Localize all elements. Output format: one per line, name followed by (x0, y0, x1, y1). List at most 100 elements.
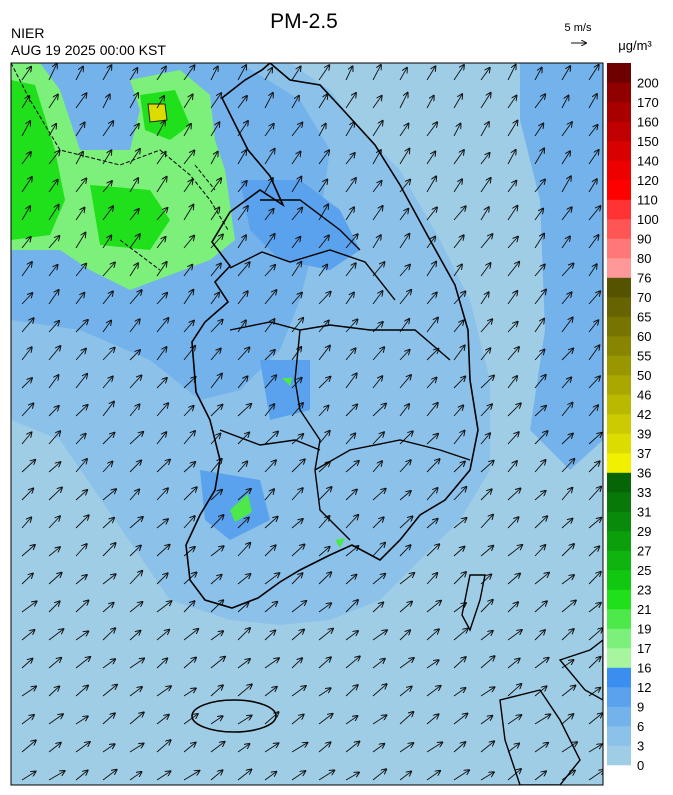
wind-arrow (210, 67, 218, 81)
field-patch (520, 63, 603, 470)
wind-arrow (534, 68, 542, 81)
wind-arrow (183, 65, 194, 81)
wind-arrow (183, 714, 198, 725)
colorbar-label: 23 (637, 583, 651, 598)
wind-arrow (264, 404, 274, 417)
wind-arrow (561, 660, 573, 669)
wind-arrow (561, 207, 572, 221)
wind-arrow (426, 544, 439, 557)
wind-arrow (156, 293, 167, 305)
wind-arrow (156, 403, 168, 417)
wind-arrow (480, 656, 495, 669)
wind-arrow (453, 65, 464, 81)
wind-arrow (561, 742, 577, 753)
wind-arrow (507, 291, 517, 305)
wind-arrow (291, 237, 300, 249)
wind-arrow (237, 769, 251, 781)
wind-arrow (345, 461, 359, 473)
wind-arrow (588, 376, 600, 389)
wind-arrow (507, 715, 521, 725)
wind-arrow (561, 317, 573, 333)
wind-arrow (453, 657, 466, 669)
colorbar-label: 42 (637, 407, 651, 422)
wind-arrow (507, 744, 519, 753)
wind-arrow (453, 714, 467, 725)
wind-arrow (453, 462, 465, 473)
wind-arrow (345, 656, 360, 669)
colorbar-label: 31 (637, 505, 651, 520)
wind-arrow (507, 769, 521, 781)
wind-arrow (75, 575, 87, 585)
wind-arrow (345, 742, 359, 753)
wind-arrow (426, 629, 439, 641)
wind-arrow (399, 180, 410, 193)
wind-arrow (210, 122, 219, 137)
wind-arrow (48, 771, 65, 781)
wind-arrow (372, 744, 384, 753)
wind-arrow (534, 319, 544, 333)
colorbar-label: 50 (637, 368, 651, 383)
wind-arrow (372, 489, 386, 501)
wind-arrow (507, 322, 518, 333)
wind-arrow (318, 235, 329, 249)
wind-arrow (453, 124, 460, 137)
wind-arrow (588, 657, 600, 669)
wind-arrow (291, 378, 302, 389)
wind-arrow (426, 519, 438, 529)
wind-arrow (480, 376, 494, 389)
wind-arrow (102, 770, 117, 781)
colorbar-segment (607, 609, 631, 629)
wind-arrow (507, 96, 517, 109)
wind-arrow (588, 603, 601, 613)
wind-arrow (129, 517, 143, 529)
wind-arrow (561, 96, 568, 109)
wind-arrow (534, 148, 544, 165)
wind-arrow (183, 321, 194, 333)
colorbar-label: 200 (637, 76, 659, 91)
wind-arrow (183, 124, 191, 137)
wind-arrow (102, 433, 114, 445)
wind-arrow (264, 772, 276, 781)
wind-arrow (534, 209, 543, 221)
wind-arrow (102, 235, 111, 249)
colorbar-label: 29 (637, 524, 651, 539)
wind-arrow (210, 93, 221, 109)
colorbar-label: 3 (637, 739, 644, 754)
wind-arrow (156, 573, 168, 585)
wind-arrow (588, 770, 603, 781)
wind-arrow (75, 293, 84, 305)
wind-arrow (345, 433, 355, 445)
wind-arrow (561, 151, 570, 165)
wind-arrow (291, 208, 302, 221)
wind-arrow (372, 461, 382, 473)
wind-arrow (399, 234, 409, 249)
wind-arrow (183, 95, 193, 109)
wind-arrow (183, 180, 192, 193)
wind-arrow (561, 686, 575, 697)
wind-arrow (507, 432, 519, 445)
wind-arrow (48, 180, 58, 193)
wind-arrow (210, 515, 224, 529)
colorbar-label: 6 (637, 719, 644, 734)
wind-arrow (291, 601, 306, 613)
wind-arrow (534, 179, 545, 193)
wind-arrow (372, 181, 382, 193)
wind-arrow (237, 235, 246, 249)
wind-arrow (291, 293, 302, 305)
wind-arrow (318, 547, 330, 557)
wind-arrow (210, 600, 223, 613)
wind-arrow (399, 602, 412, 613)
colorbar-label: 46 (637, 388, 651, 403)
wind-arrow (507, 237, 518, 249)
wind-arrow (453, 264, 462, 277)
wind-arrow (264, 602, 277, 613)
wind-arrow (237, 376, 247, 389)
wind-arrow (426, 434, 438, 445)
wind-arrow (21, 574, 33, 585)
colorbar-segment (607, 667, 631, 688)
wind-arrow (183, 771, 199, 781)
wind-arrow (183, 431, 195, 445)
wind-arrow (210, 349, 221, 361)
wind-arrow (480, 122, 489, 137)
wind-arrow (318, 65, 329, 81)
